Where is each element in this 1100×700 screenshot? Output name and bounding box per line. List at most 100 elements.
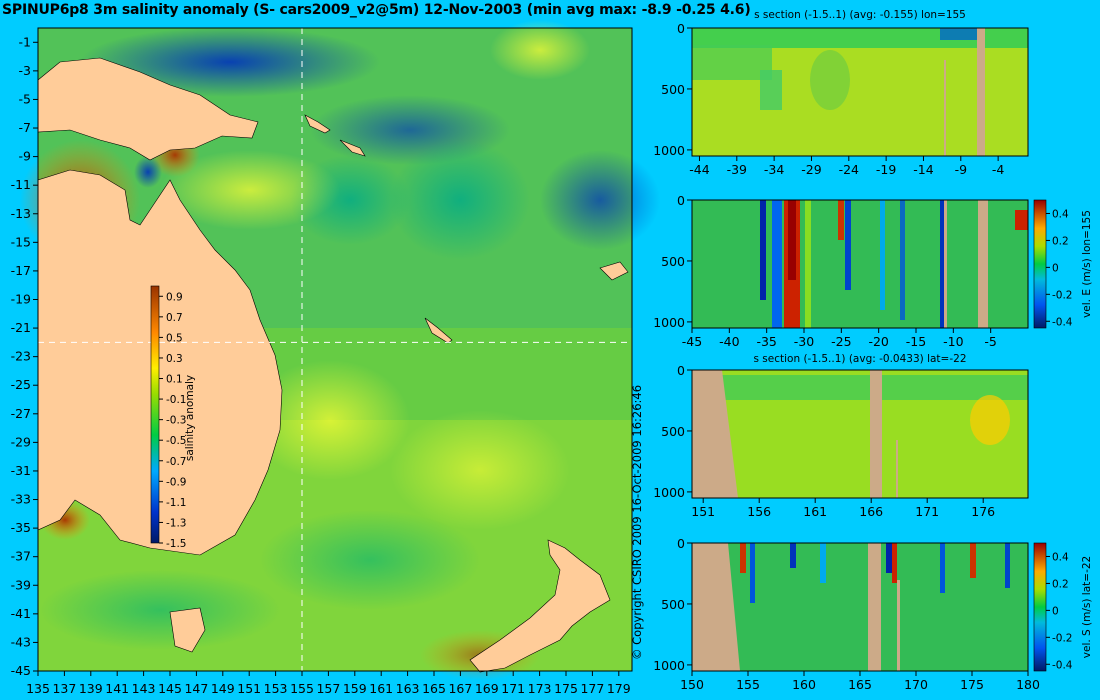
map-y-tick-label: -3 [19, 63, 31, 78]
map-x-tick-label: 135 [26, 681, 50, 696]
panel-y-tick-label: 1000 [653, 485, 685, 500]
vel-colorbar-tick-label: -0.2 [1052, 289, 1073, 301]
australia-land [37, 169, 283, 556]
panel-x-tick-label: -29 [801, 162, 821, 177]
chart-title: SPINUP6p8 3m salinity anomaly (S- cars20… [2, 2, 751, 18]
map-x-tick-label: 141 [105, 681, 129, 696]
panel-x-tick-label: -40 [719, 334, 739, 349]
panel-x-tick-label: 171 [915, 504, 939, 519]
vel-colorbar-tick-label: -0.2 [1052, 632, 1073, 644]
vel-colorbar-tick-label: 0.2 [1052, 235, 1069, 247]
panel-x-tick-label: 155 [736, 677, 760, 692]
panel-x-tick-label: -10 [943, 334, 963, 349]
panel-x-tick-label: -19 [876, 162, 896, 177]
new-guinea-land [37, 57, 259, 161]
map-x-tick-label: 159 [343, 681, 367, 696]
panel-y-tick-label: 0 [677, 363, 685, 378]
map-y-tick-label: -17 [11, 263, 31, 278]
vel-colorbar-tick-label: -0.4 [1052, 659, 1073, 671]
panel-x-tick-label: -24 [839, 162, 859, 177]
map-y-tick-label: -1 [19, 34, 31, 49]
map-x-tick-label: 165 [422, 681, 446, 696]
map-x-tick-label: 161 [369, 681, 393, 696]
panel-x-tick-label: -5 [984, 334, 996, 349]
map-x-tick-label: 147 [184, 681, 208, 696]
colorbar-tick-label: -0.5 [166, 435, 187, 447]
panel-x-tick-label: 151 [691, 504, 715, 519]
map-x-tick-label: 143 [132, 681, 156, 696]
map-y-tick-label: -31 [11, 463, 31, 478]
panel-y-tick-label: 1000 [653, 315, 685, 330]
panel-x-tick-label: -45 [682, 334, 702, 349]
section-panel-3: s section (-1.5..1) (avg: -0.0433) lat=-… [653, 353, 1029, 519]
velocity-s-colorbar [1033, 542, 1047, 672]
panel-y-tick-label: 500 [661, 254, 685, 269]
colorbar-tick-label: -1.1 [166, 497, 187, 509]
colorbar-tick-label: -0.1 [166, 394, 187, 406]
panel-x-tick-label: -25 [831, 334, 851, 349]
colorbar-tick-label: -0.3 [166, 415, 187, 427]
panel-y-tick-label: 500 [661, 597, 685, 612]
panel-x-tick-label: 156 [747, 504, 771, 519]
panel-x-tick-label: -30 [794, 334, 814, 349]
map-x-tick-label: 177 [580, 681, 604, 696]
map-x-tick-label: 139 [79, 681, 103, 696]
colorbar-tick-label: -1.5 [166, 538, 187, 550]
map-x-tick-label: 149 [211, 681, 235, 696]
panel-x-tick-label: -14 [913, 162, 933, 177]
section-panel-2: vel. E (m/s) lon=155 0.4 0.2 0 -0.2 -0.4 -45… [653, 193, 1093, 349]
map-y-tick-label: -15 [11, 234, 31, 249]
panel-x-tick-label: 165 [848, 677, 872, 692]
map-y-tick-label: -25 [11, 377, 31, 392]
panel-x-tick-label: -15 [906, 334, 926, 349]
panel-y-tick-label: 1000 [653, 658, 685, 673]
new-zealand-land [469, 539, 611, 673]
panel-x-tick-label: 180 [1016, 677, 1040, 692]
map-axes: 135 137 139 141 143 145 147 149 151 153 155 157 159 1… [11, 34, 631, 696]
vel-colorbar-tick-label: -0.4 [1052, 316, 1073, 328]
panel-x-tick-label: -35 [756, 334, 776, 349]
panel-y-tick-label: 500 [661, 82, 685, 97]
colorbar-tick-label: 0.9 [166, 291, 183, 303]
colorbar-tick-label: 0.5 [166, 332, 183, 344]
map-x-tick-label: 169 [475, 681, 499, 696]
panel-y-tick-label: 1000 [653, 143, 685, 158]
panel-x-tick-label: 150 [680, 677, 704, 692]
panel-x-tick-label: -20 [868, 334, 888, 349]
colorbar-tick-label: 0.3 [166, 353, 183, 365]
map-y-tick-label: -21 [11, 320, 31, 335]
map-x-tick-label: 137 [52, 681, 76, 696]
map-y-tick-label: -29 [11, 434, 31, 449]
map-frame [37, 27, 633, 672]
vel-colorbar-tick-label: 0.4 [1052, 551, 1069, 563]
colorbar-tick-label: -1.3 [166, 517, 187, 529]
panel-x-tick-label: 160 [792, 677, 816, 692]
panel2-colorbar-label: vel. E (m/s) lon=155 [1081, 210, 1093, 318]
panel-x-tick-label: -9 [955, 162, 968, 177]
panel-x-tick-label: 176 [971, 504, 995, 519]
vel-colorbar-tick-label: 0 [1052, 262, 1059, 274]
vel-colorbar-tick-label: 0.4 [1052, 208, 1069, 220]
panel1-title: s section (-1.5..1) (avg: -0.155) lon=15… [754, 9, 966, 21]
panel-x-tick-label: -39 [727, 162, 747, 177]
panel-x-tick-label: 166 [859, 504, 883, 519]
panel4-colorbar-label: vel. S (m/s) lat=-22 [1081, 556, 1093, 658]
map-y-tick-label: -41 [11, 606, 31, 621]
map-y-tick-label: -19 [11, 291, 31, 306]
tasmania-land [169, 607, 206, 653]
map-x-tick-label: 179 [607, 681, 631, 696]
colorbar-label: salinity anomaly [184, 375, 196, 461]
map-y-tick-label: -27 [11, 406, 31, 421]
vel-colorbar-tick-label: 0.2 [1052, 578, 1069, 590]
panel-x-tick-label: 161 [803, 504, 827, 519]
panel-x-tick-label: 175 [960, 677, 984, 692]
map-y-tick-label: -33 [11, 492, 31, 507]
map-panel: salinity anomaly 0.9 0.7 0.5 0.3 0.1 -0.1 -0.3… [11, 20, 660, 696]
map-y-tick-label: -7 [19, 120, 31, 135]
map-x-tick-label: 175 [554, 681, 578, 696]
map-x-tick-label: 167 [448, 681, 472, 696]
map-x-tick-label: 145 [158, 681, 182, 696]
panel-x-tick-label: -34 [764, 162, 784, 177]
map-y-tick-label: -9 [19, 149, 32, 164]
panel3-title: s section (-1.5..1) (avg: -0.0433) lat=-… [754, 353, 967, 365]
